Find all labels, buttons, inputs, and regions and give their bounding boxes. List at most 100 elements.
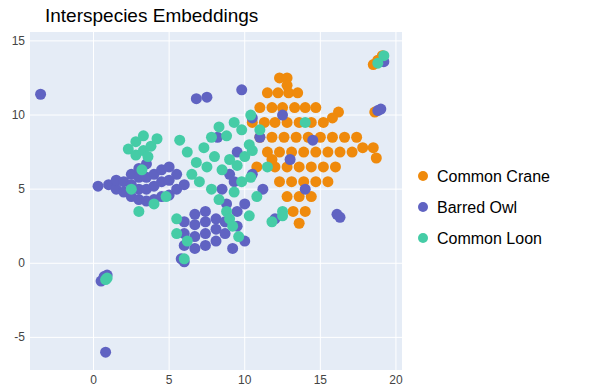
point xyxy=(179,253,190,264)
point xyxy=(294,218,305,229)
series xyxy=(100,50,389,285)
point xyxy=(229,187,240,198)
point xyxy=(171,169,182,180)
point xyxy=(93,181,104,192)
point xyxy=(262,87,273,98)
point xyxy=(351,132,362,143)
point xyxy=(289,102,300,113)
point xyxy=(211,236,222,247)
point xyxy=(200,240,211,251)
point xyxy=(236,84,247,95)
point xyxy=(300,117,311,128)
point xyxy=(221,130,232,141)
point xyxy=(372,58,383,69)
point xyxy=(138,130,149,141)
point xyxy=(224,213,235,224)
point xyxy=(232,160,243,171)
point xyxy=(152,133,163,144)
point xyxy=(100,274,111,285)
point xyxy=(201,92,212,103)
point xyxy=(277,110,288,121)
point xyxy=(245,172,256,183)
point xyxy=(179,179,190,190)
grid-line xyxy=(30,263,402,264)
point xyxy=(327,112,338,123)
legend-marker xyxy=(418,233,428,243)
tick-label: 0 xyxy=(90,373,97,387)
point xyxy=(244,210,255,221)
point xyxy=(191,157,202,168)
tick-label: 10 xyxy=(238,373,252,387)
point xyxy=(274,176,285,187)
point xyxy=(133,206,144,217)
point xyxy=(291,132,302,143)
marks xyxy=(35,50,389,357)
point xyxy=(322,176,333,187)
legend: Common Crane Barred Owl Common Loon xyxy=(418,168,550,247)
tick-label: 0 xyxy=(18,256,25,270)
point xyxy=(254,102,265,113)
point xyxy=(310,147,321,158)
point xyxy=(310,176,321,187)
point xyxy=(300,102,311,113)
grid-line xyxy=(93,32,94,370)
point xyxy=(318,161,329,172)
point xyxy=(245,110,256,121)
series xyxy=(35,56,389,358)
legend-label: Common Loon xyxy=(437,230,542,247)
point xyxy=(189,209,200,220)
tick-label: 10 xyxy=(12,108,26,122)
point xyxy=(214,194,225,205)
point xyxy=(300,184,311,195)
point xyxy=(371,153,382,164)
point xyxy=(217,184,228,195)
point xyxy=(322,147,333,158)
series xyxy=(247,50,388,229)
point xyxy=(201,161,212,172)
point xyxy=(266,102,277,113)
point xyxy=(279,132,290,143)
point xyxy=(194,176,205,187)
legend-label: Common Crane xyxy=(437,168,550,185)
tick-label: 15 xyxy=(314,373,328,387)
title: Interspecies Embeddings xyxy=(45,5,258,26)
plot-background xyxy=(30,32,402,370)
point xyxy=(206,132,217,143)
grid-line xyxy=(30,40,402,41)
point xyxy=(282,191,293,202)
point xyxy=(285,154,296,165)
grid-line xyxy=(30,115,402,116)
point xyxy=(236,124,247,135)
chart: 05101520-5051015Interspecies EmbeddingsC… xyxy=(0,0,602,390)
point xyxy=(300,206,311,217)
point xyxy=(161,191,172,202)
point xyxy=(126,184,137,195)
point xyxy=(306,161,317,172)
point xyxy=(292,87,303,98)
tick-label: 15 xyxy=(12,34,26,48)
point xyxy=(189,219,200,230)
point xyxy=(335,147,346,158)
point xyxy=(357,142,368,153)
grid xyxy=(30,32,402,370)
point xyxy=(335,212,346,223)
point xyxy=(136,164,147,175)
tick-label: 5 xyxy=(166,373,173,387)
grid-line xyxy=(30,337,402,338)
legend-label: Barred Owl xyxy=(437,199,517,216)
point xyxy=(100,347,111,358)
point xyxy=(35,89,46,100)
point xyxy=(227,243,238,254)
point xyxy=(171,213,182,224)
tick-label: -5 xyxy=(14,330,25,344)
grid-line xyxy=(320,32,321,370)
point xyxy=(149,198,160,209)
point xyxy=(200,206,211,217)
point xyxy=(142,151,153,162)
point xyxy=(266,132,277,143)
point xyxy=(233,231,244,242)
point xyxy=(375,104,386,115)
point xyxy=(200,228,211,239)
point xyxy=(307,135,318,146)
point xyxy=(174,135,185,146)
